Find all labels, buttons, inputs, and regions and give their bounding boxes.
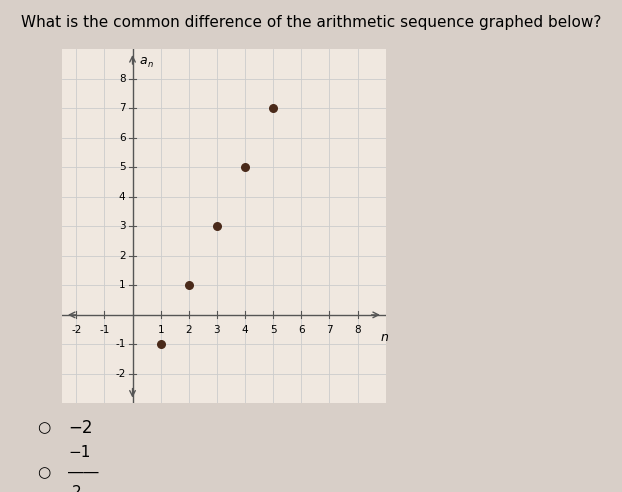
Text: ○: ○ <box>37 465 50 480</box>
Point <box>183 281 193 289</box>
Text: -2: -2 <box>115 369 126 379</box>
Text: 4: 4 <box>242 325 248 335</box>
Text: a: a <box>139 54 147 66</box>
Point <box>240 163 250 171</box>
Text: 2: 2 <box>72 485 81 492</box>
Text: -1: -1 <box>99 325 109 335</box>
Point <box>268 104 278 112</box>
Text: n: n <box>148 60 153 68</box>
Text: 2: 2 <box>185 325 192 335</box>
Text: 3: 3 <box>213 325 220 335</box>
Text: What is the common difference of the arithmetic sequence graphed below?: What is the common difference of the ari… <box>21 15 601 30</box>
Text: 6: 6 <box>298 325 305 335</box>
Text: 1: 1 <box>119 280 126 290</box>
Text: 4: 4 <box>119 192 126 202</box>
Text: n: n <box>380 331 388 344</box>
Text: -1: -1 <box>115 339 126 349</box>
Text: −2: −2 <box>68 419 93 437</box>
Text: 3: 3 <box>119 221 126 231</box>
Text: 5: 5 <box>119 162 126 172</box>
Text: 7: 7 <box>326 325 333 335</box>
Text: -2: -2 <box>71 325 81 335</box>
Text: ――: ―― <box>68 465 99 480</box>
Text: 8: 8 <box>354 325 361 335</box>
Point <box>212 222 222 230</box>
Text: −1: −1 <box>68 445 91 460</box>
Text: ○: ○ <box>37 421 50 435</box>
Text: 5: 5 <box>270 325 276 335</box>
Point <box>156 340 165 348</box>
Text: 1: 1 <box>157 325 164 335</box>
Text: 6: 6 <box>119 133 126 143</box>
Text: 2: 2 <box>119 251 126 261</box>
Text: 8: 8 <box>119 74 126 84</box>
Text: 7: 7 <box>119 103 126 113</box>
